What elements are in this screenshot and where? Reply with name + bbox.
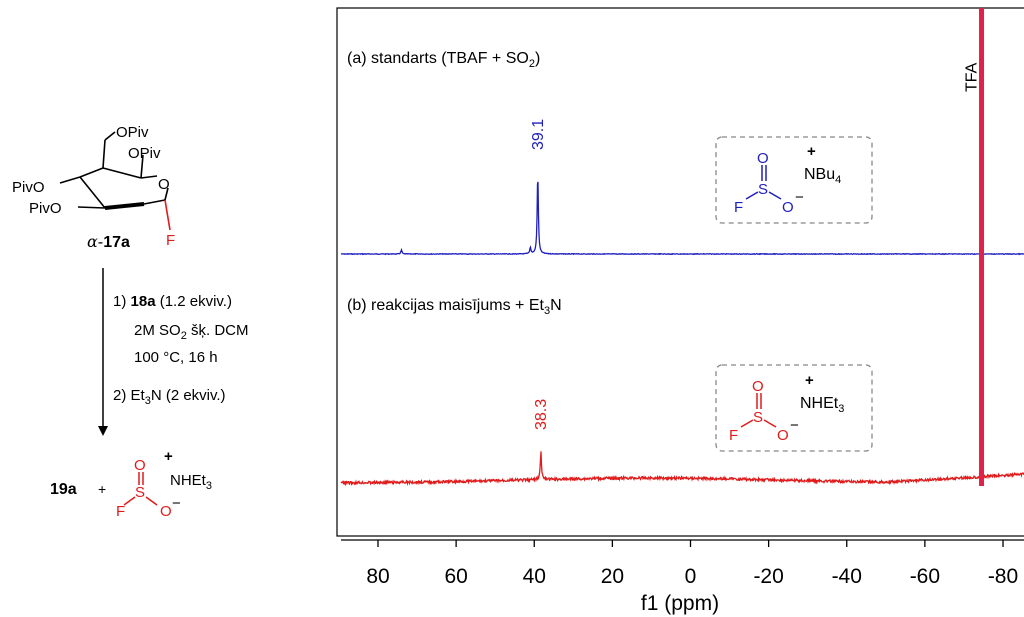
inset-a-oxygen: O: [782, 199, 794, 216]
x-tick-label: -80: [988, 565, 1018, 588]
product-anion-sulfur: S: [135, 484, 145, 501]
inset-a-cation: NBu4: [804, 166, 841, 186]
inset-a-oxo: O: [757, 150, 769, 167]
x-axis-ticks: 80 60 40 20 0 -20 -40 -60 -80: [366, 540, 1018, 588]
alpha-prefix: α-: [87, 232, 103, 251]
product-anion-charge: −: [172, 495, 181, 512]
step1-number: 1): [113, 293, 126, 310]
reaction-scheme: OPiv OPiv PivO PivO O F α-17a 1) 18a (1.…: [12, 124, 248, 520]
opiv-label-1: OPiv: [116, 124, 149, 141]
step2-number: 2): [113, 387, 126, 404]
inset-a-cation-sub: 4: [835, 174, 841, 186]
spectrum-trace-b: [340, 451, 1024, 487]
inset-b-cation: NHEt3: [800, 395, 844, 415]
product-anion-oxygen: O: [160, 503, 172, 520]
inset-a-sulfur: S: [758, 181, 768, 198]
step1-line1: 1) 18a (1.2 ekviv.): [113, 293, 232, 310]
inset-a-frame: [715, 136, 873, 224]
x-tick-label: 40: [523, 565, 546, 588]
step1-amount: (1.2 ekviv.): [160, 293, 232, 310]
inset-b-oxo: O: [752, 378, 764, 395]
series-a-label-main: (a) standarts (TBAF + SO: [347, 50, 529, 67]
tfa-label: TFA: [964, 62, 981, 92]
step1-solvent-a: 2M SO: [134, 322, 181, 339]
step2-line: 2) Et3N (2 ekviv.): [113, 387, 226, 407]
opiv-label-2: OPiv: [128, 145, 161, 162]
inset-b-cation-a: NHEt: [800, 395, 839, 412]
x-tick-label: -20: [753, 565, 783, 588]
x-tick-label: 0: [685, 565, 697, 588]
x-tick-label: 80: [366, 565, 389, 588]
inset-a-cation-a: NBu: [804, 166, 835, 183]
product-cation-sub: 3: [206, 480, 212, 492]
step1-line2: 2M SO2 šķ. DCM: [134, 322, 248, 342]
step2-reagent-a: Et: [131, 387, 146, 404]
inset-b-oxygen: O: [777, 427, 789, 444]
step2-reagent-sub: 3: [145, 395, 151, 407]
c-f-bond: [164, 199, 171, 231]
step1-reagent: 18a: [131, 293, 157, 310]
series-b-label-main: (b) reakcijas maisījums + Et: [347, 297, 544, 314]
peak-label-38-3: 38.3: [533, 399, 550, 430]
product-anion-oxo: O: [134, 457, 146, 474]
plot-frame: [336, 7, 1024, 537]
inset-b-minus: −: [790, 417, 799, 434]
inset-b-plus: +: [805, 372, 814, 389]
inset-b-cation-sub: 3: [838, 403, 844, 415]
series-a-label-end: ): [535, 50, 540, 67]
inset-species-b: O S F O − + NHEt3: [715, 364, 873, 452]
series-b-label: (b) reakcijas maisījums + Et3N: [347, 297, 562, 317]
x-axis-label: f1 (ppm): [641, 592, 719, 615]
compound-17a-label: α-17a: [87, 232, 130, 251]
product-fluorosulfite-anion: O S F O −: [116, 457, 181, 520]
product-cation-charge: +: [164, 448, 173, 465]
series-b-label-end: N: [550, 297, 562, 314]
product-cation: NHEt3: [170, 472, 212, 492]
product-cation-a: NHEt: [170, 472, 207, 489]
series-b-label-sub: 3: [544, 305, 550, 317]
pivo-label-1: PivO: [12, 179, 45, 196]
fluorine-label: F: [166, 232, 175, 249]
pivo-label-2: PivO: [29, 200, 62, 217]
reaction-arrowhead: [98, 426, 108, 436]
sugar-ring-structure: [59, 131, 169, 210]
inset-a-minus: −: [795, 189, 804, 206]
inset-a-plus: +: [807, 143, 816, 160]
inset-b-sulfur: S: [753, 409, 763, 426]
inset-species-a: O S F O − + NBu4: [715, 136, 873, 224]
x-tick-label: 20: [601, 565, 624, 588]
product-19a-label: 19a: [50, 481, 77, 498]
x-tick-label: -40: [832, 565, 862, 588]
x-tick-label: 60: [444, 565, 467, 588]
product-anion-fluorine: F: [116, 503, 125, 520]
spectrum-trace-a: [341, 181, 1024, 256]
series-a-label: (a) standarts (TBAF + SO2): [347, 50, 540, 70]
x-tick-label: -60: [910, 565, 940, 588]
step1-conditions: 100 °C, 16 h: [134, 349, 218, 366]
series-a-label-sub: 2: [529, 58, 535, 70]
inset-a-fluorine: F: [734, 199, 743, 216]
step2-reagent-b: N (2 ekviv.): [151, 387, 226, 404]
inset-b-fluorine: F: [729, 427, 738, 444]
peak-label-39-1: 39.1: [530, 119, 547, 150]
step1-solvent-sub: 2: [181, 330, 187, 342]
ring-oxygen-label: O: [158, 176, 170, 193]
compound-17a-number: 17a: [103, 234, 130, 251]
nmr-chart: (a) standarts (TBAF + SO2) (b) reakcijas…: [336, 7, 1024, 615]
inset-b-frame: [715, 364, 873, 452]
step1-solvent-b: šķ. DCM: [187, 322, 249, 339]
product-plus-sign: +: [98, 481, 106, 497]
